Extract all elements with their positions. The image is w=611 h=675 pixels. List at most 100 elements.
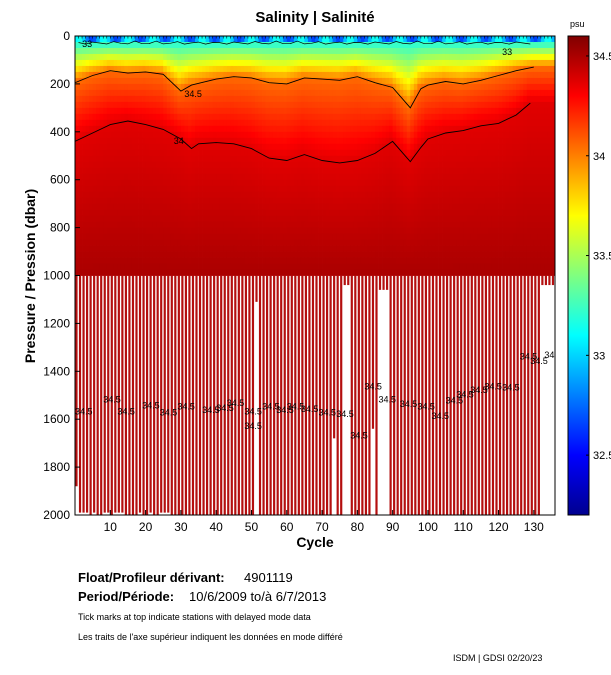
salinity-cell	[177, 47, 182, 55]
salinity-cell	[399, 251, 404, 258]
salinity-cell	[406, 173, 411, 181]
salinity-cell	[276, 197, 281, 205]
salinity-cell	[286, 251, 291, 258]
salinity-cell	[99, 59, 104, 67]
profile-column	[487, 36, 492, 515]
salinity-cell	[177, 101, 182, 109]
deep-profile-bar	[191, 275, 195, 515]
salinity-cell	[272, 113, 277, 121]
salinity-cell	[343, 191, 348, 199]
salinity-cell	[371, 53, 376, 61]
salinity-cell	[442, 125, 446, 133]
salinity-cell	[336, 215, 341, 223]
salinity-cell	[92, 215, 97, 223]
salinity-cell	[360, 221, 365, 228]
salinity-cell	[170, 239, 175, 246]
salinity-cell	[258, 36, 263, 43]
profile-column	[403, 36, 408, 515]
salinity-cell	[431, 155, 436, 163]
salinity-cell	[103, 269, 108, 276]
salinity-cell	[113, 203, 118, 211]
salinity-cell	[219, 209, 224, 217]
salinity-cell	[110, 203, 115, 211]
salinity-cell	[339, 203, 344, 211]
salinity-cell	[135, 245, 139, 252]
salinity-cell	[124, 191, 129, 199]
salinity-cell	[307, 197, 312, 205]
salinity-cell	[205, 179, 210, 187]
salinity-cell	[276, 167, 281, 175]
salinity-cell	[399, 113, 404, 121]
salinity-cell	[293, 161, 298, 169]
salinity-cell	[138, 227, 143, 234]
salinity-cell	[78, 119, 83, 127]
salinity-cell	[145, 185, 150, 193]
salinity-cell	[255, 36, 259, 43]
salinity-cell	[375, 95, 379, 103]
salinity-cell	[279, 143, 284, 151]
salinity-cell	[420, 77, 425, 85]
salinity-cell	[350, 131, 355, 139]
salinity-cell	[127, 233, 132, 240]
salinity-cell	[435, 36, 439, 43]
salinity-cell	[410, 209, 415, 217]
salinity-cell	[149, 257, 154, 264]
salinity-cell	[392, 113, 397, 121]
salinity-cell	[456, 173, 461, 181]
salinity-cell	[106, 149, 111, 157]
salinity-cell	[336, 71, 341, 79]
salinity-cell	[406, 155, 411, 163]
salinity-cell	[375, 137, 379, 145]
salinity-cell	[480, 101, 485, 109]
salinity-cell	[195, 155, 199, 163]
salinity-cell	[399, 83, 404, 91]
salinity-cell	[315, 53, 319, 61]
salinity-cell	[269, 83, 274, 91]
salinity-cell	[113, 197, 118, 205]
salinity-cell	[265, 269, 270, 276]
salinity-cell	[202, 36, 206, 43]
salinity-cell	[202, 71, 206, 79]
salinity-cell	[438, 143, 443, 151]
salinity-cell	[392, 101, 397, 109]
salinity-cell	[156, 137, 161, 145]
salinity-cell	[399, 101, 404, 109]
salinity-cell	[187, 209, 192, 217]
salinity-cell	[173, 41, 178, 49]
salinity-cell	[244, 173, 249, 181]
salinity-cell	[346, 149, 351, 157]
salinity-cell	[304, 203, 309, 211]
salinity-cell	[113, 209, 118, 217]
salinity-cell	[159, 263, 164, 270]
salinity-cell	[413, 89, 418, 97]
salinity-cell	[480, 233, 485, 240]
salinity-cell	[180, 36, 185, 43]
salinity-cell	[96, 233, 101, 240]
salinity-cell	[300, 101, 305, 109]
salinity-cell	[392, 167, 397, 175]
salinity-cell	[272, 245, 277, 252]
salinity-cell	[279, 137, 284, 145]
salinity-cell	[226, 83, 231, 91]
salinity-cell	[435, 137, 439, 145]
salinity-cell	[307, 59, 312, 67]
salinity-cell	[413, 131, 418, 139]
salinity-cell	[82, 107, 86, 115]
salinity-cell	[212, 227, 217, 234]
salinity-cell	[389, 221, 394, 228]
salinity-cell	[251, 107, 256, 115]
salinity-cell	[279, 245, 284, 252]
salinity-cell	[149, 53, 154, 61]
salinity-cell	[120, 41, 125, 49]
salinity-cell	[258, 185, 263, 193]
salinity-cell	[191, 173, 196, 181]
salinity-cell	[205, 197, 210, 205]
salinity-cell	[304, 47, 309, 55]
salinity-cell	[191, 161, 196, 169]
salinity-cell	[403, 149, 408, 157]
salinity-cell	[382, 203, 386, 211]
salinity-cell	[318, 149, 323, 157]
salinity-cell	[350, 197, 355, 205]
salinity-cell	[205, 95, 210, 103]
salinity-cell	[286, 185, 291, 193]
